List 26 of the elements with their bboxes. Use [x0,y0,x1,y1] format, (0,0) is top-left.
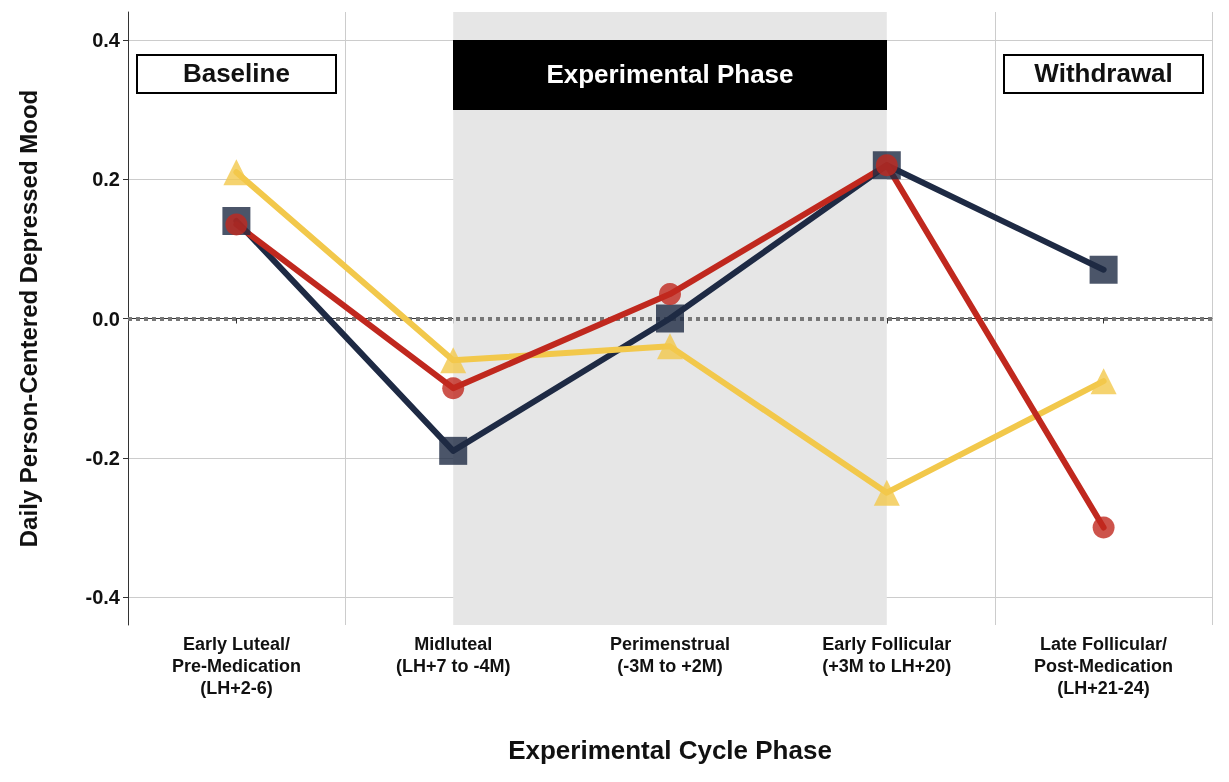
point [1092,516,1115,539]
y-tick-label: -0.2 [85,446,120,469]
phase-label-box: Baseline [136,53,337,94]
y-tick-label: -0.4 [85,586,121,609]
point [442,377,465,400]
phase-header-box: Experimental Phase [453,39,887,110]
x-tick-label: Perimenstrual (-3M to +2M) [609,634,731,676]
point [439,436,468,465]
point [440,347,467,374]
y-tick-label: 0.0 [92,307,120,330]
point [659,283,681,306]
point [1090,368,1117,395]
x-tick-label: Early Follicular (+3M to LH+20) [822,634,952,676]
point [873,479,900,506]
x-axis-title: Experimental Cycle Phase [508,735,832,765]
point [1089,255,1118,284]
phase-label-box: Withdrawal [1003,53,1204,94]
y-axis-title: Daily Person-Centered Depressed Mood [14,89,42,548]
x-tick-label: Late Follicular/ Post-Medication (LH+21-24) [1034,634,1174,698]
point [223,159,250,186]
x-tick-label: Early Luteal/ Pre-Medication (LH+2-6) [171,634,301,698]
x-tick-label: Midluteal (LH+7 to -4M) [395,634,511,676]
point [657,333,683,360]
y-tick-label: 0.4 [92,28,121,51]
y-tick-label: 0.2 [92,168,120,191]
point [656,304,684,333]
